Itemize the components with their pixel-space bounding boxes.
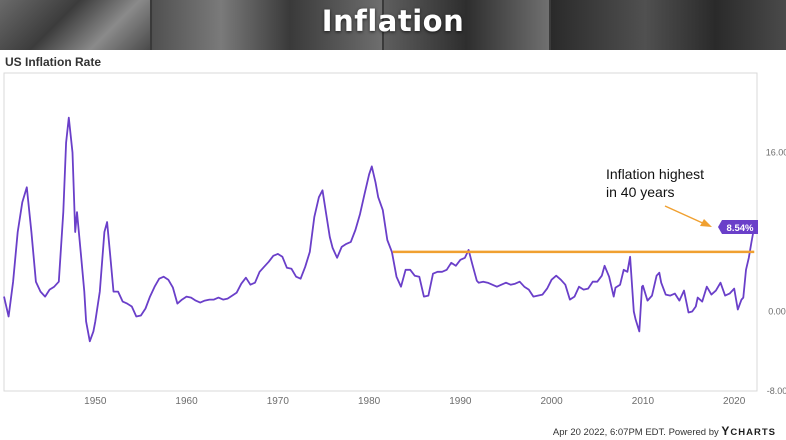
banner-title: Inflation (321, 4, 465, 38)
y-tick-label: -8.00% (767, 386, 786, 396)
x-tick-label: 1970 (267, 396, 290, 407)
x-axis-ticks: 1950 1960 1970 1980 1990 2000 2010 2020 (84, 396, 746, 407)
x-tick-label: 2020 (723, 396, 746, 407)
x-tick-label: 1980 (358, 396, 381, 407)
ycharts-logo: YCHARTS (721, 424, 776, 438)
inflation-series-line (3, 116, 756, 343)
x-tick-label: 1950 (84, 396, 107, 407)
x-tick-label: 1960 (175, 396, 198, 407)
x-tick-label: 1990 (449, 396, 472, 407)
y-tick-label: 0.00% (768, 307, 786, 317)
y-axis-ticks: 16.00% 0.00% -8.00% (766, 148, 786, 397)
y-tick-label: 16.00% (766, 148, 786, 158)
banner-photo-right-b (551, 0, 786, 50)
chart-title: US Inflation Rate (5, 55, 102, 69)
banner-photo-center (152, 0, 382, 50)
banner-photo-right-a (384, 0, 549, 50)
footer-timestamp: Apr 20 2022, 6:07PM EDT. (552, 427, 666, 438)
x-tick-label: 2010 (632, 396, 655, 407)
annotation-line-1: Inflation highest (606, 166, 704, 182)
banner-photo-left (0, 0, 150, 50)
footer-powered-by: Powered by (668, 427, 719, 438)
chart-footer: Apr 20 2022, 6:07PM EDT. Powered by YCHA… (553, 424, 776, 438)
last-value-label: 8.54% (727, 223, 754, 234)
last-value-badge: 8.54% (718, 220, 758, 234)
plot-area (3, 72, 758, 392)
annotation-arrowhead (700, 219, 712, 227)
x-tick-label: 2000 (541, 396, 564, 407)
ycharts-logo-y: Y (721, 424, 731, 438)
header-banner: Inflation (0, 0, 786, 50)
annotation-line-2: in 40 years (606, 184, 674, 200)
ycharts-logo-text: CHARTS (730, 427, 776, 438)
annotation-arrow (664, 205, 708, 226)
last-value-badge-shape (718, 220, 758, 234)
